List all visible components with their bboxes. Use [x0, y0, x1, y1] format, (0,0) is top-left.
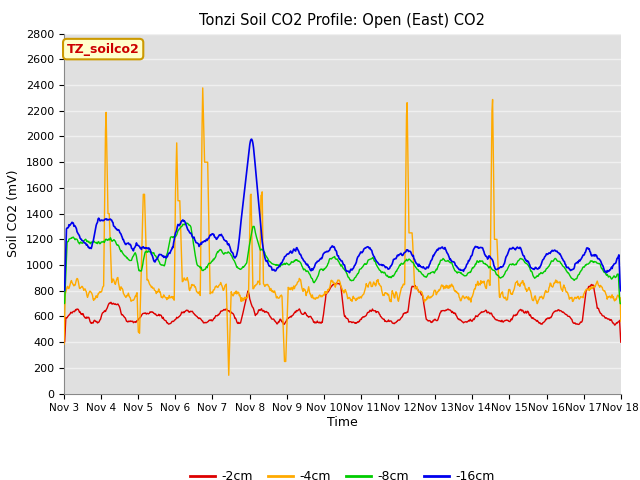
- Y-axis label: Soil CO2 (mV): Soil CO2 (mV): [8, 170, 20, 257]
- Title: Tonzi Soil CO2 Profile: Open (East) CO2: Tonzi Soil CO2 Profile: Open (East) CO2: [200, 13, 485, 28]
- Legend: -2cm, -4cm, -8cm, -16cm: -2cm, -4cm, -8cm, -16cm: [186, 465, 499, 480]
- Text: TZ_soilco2: TZ_soilco2: [67, 43, 140, 56]
- X-axis label: Time: Time: [327, 416, 358, 429]
